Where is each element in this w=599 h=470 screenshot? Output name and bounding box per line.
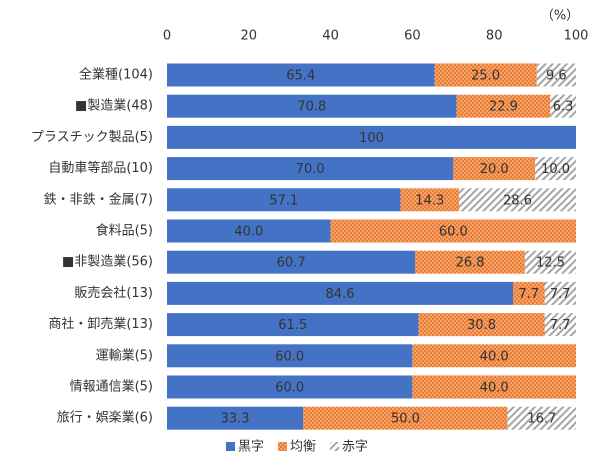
bar-segment	[453, 157, 536, 181]
value-label: 30.8	[467, 318, 496, 333]
value-label: 14.3	[415, 193, 444, 208]
bar-segment	[536, 63, 576, 87]
bar-segment	[330, 219, 576, 243]
bar-segment	[513, 281, 545, 305]
x-tick-label: 0	[163, 29, 171, 44]
bar-segment	[167, 219, 331, 243]
bar-segment	[167, 188, 401, 212]
bar-segment	[167, 63, 435, 87]
legend-label: 赤字	[342, 440, 368, 455]
value-label: 100	[359, 131, 384, 146]
bar-segment	[167, 344, 413, 368]
bar-segment	[412, 375, 576, 399]
legend-swatch	[330, 442, 340, 451]
bar-segment	[418, 313, 545, 337]
category-label: 商社・卸売業(13)	[48, 316, 153, 332]
bar-segment	[167, 313, 419, 337]
value-label: 57.1	[269, 193, 298, 208]
bar-segment	[550, 94, 576, 118]
value-label: 9.6	[546, 69, 567, 84]
bar-segment	[524, 250, 576, 274]
value-label: 26.8	[456, 256, 485, 271]
value-label: 16.7	[527, 412, 556, 427]
category-label: 情報通信業(5)	[70, 379, 153, 395]
bar-segment	[535, 157, 576, 181]
value-label: 40.0	[480, 349, 509, 364]
value-label: 61.5	[278, 318, 307, 333]
value-label: 7.7	[518, 287, 539, 302]
value-label: 12.5	[536, 256, 565, 271]
bar-segment	[167, 157, 454, 181]
category-label: 旅行・娯楽業(6)	[57, 410, 153, 426]
bar-segment	[303, 406, 508, 430]
value-label: 7.7	[550, 287, 571, 302]
bar-segment	[412, 344, 576, 368]
value-label: 60.0	[275, 349, 304, 364]
category-label: ■製造業(48)	[75, 98, 153, 114]
bar-segment	[544, 281, 576, 305]
value-label: 65.4	[286, 69, 315, 84]
category-label: 運輸業(5)	[96, 347, 153, 363]
bar-segment	[459, 188, 576, 212]
value-label: 70.8	[297, 100, 326, 115]
legend-label: 黒字	[238, 440, 264, 455]
value-label: 60.0	[439, 225, 468, 240]
category-label: プラスチック製品(5)	[31, 130, 153, 145]
value-label: 28.6	[503, 193, 532, 208]
value-label: 40.0	[480, 381, 509, 396]
value-label: 25.0	[471, 69, 500, 84]
x-tick-label: 80	[486, 29, 503, 44]
x-tick-label: 100	[564, 29, 589, 44]
legend-label: 均衡	[290, 440, 316, 455]
category-label: 全業種(104)	[79, 67, 153, 83]
bar-segment	[415, 250, 525, 274]
bar-segment	[167, 406, 304, 430]
value-label: 20.0	[480, 162, 509, 177]
x-tick-label: 40	[322, 29, 339, 44]
value-label: 10.0	[541, 162, 570, 177]
category-label: 食料品(5)	[96, 223, 153, 239]
bar-segment	[507, 406, 576, 430]
value-label: 60.7	[277, 256, 306, 271]
x-tick-label: 60	[404, 29, 421, 44]
x-tick-label: 20	[241, 29, 258, 44]
bar-segment	[544, 313, 576, 337]
legend-swatch	[278, 442, 288, 451]
value-label: 33.3	[221, 412, 250, 427]
value-label: 60.0	[275, 381, 304, 396]
category-label: 販売会社(13)	[74, 285, 153, 301]
value-label: 50.0	[391, 412, 420, 427]
value-label: 40.0	[234, 225, 263, 240]
bar-segment	[400, 188, 460, 212]
legend-swatch	[226, 442, 235, 451]
value-label: 84.6	[326, 287, 355, 302]
bar-segment	[167, 125, 576, 149]
category-label: ■非製造業(56)	[62, 254, 153, 270]
bar-segment	[167, 250, 416, 274]
unit-label: （%）	[541, 9, 579, 24]
value-label: 22.9	[489, 100, 518, 115]
bar-segment	[167, 375, 413, 399]
bar-segment	[167, 281, 514, 305]
bar-segment	[167, 94, 457, 118]
bar-segment	[434, 63, 537, 87]
value-label: 7.7	[550, 318, 571, 333]
bar-segment	[456, 94, 551, 118]
value-label: 70.0	[296, 162, 325, 177]
category-label: 鉄・非鉄・金属(7)	[44, 191, 153, 207]
value-label: 6.3	[553, 100, 574, 115]
category-label: 自動車等部品(10)	[48, 160, 153, 176]
